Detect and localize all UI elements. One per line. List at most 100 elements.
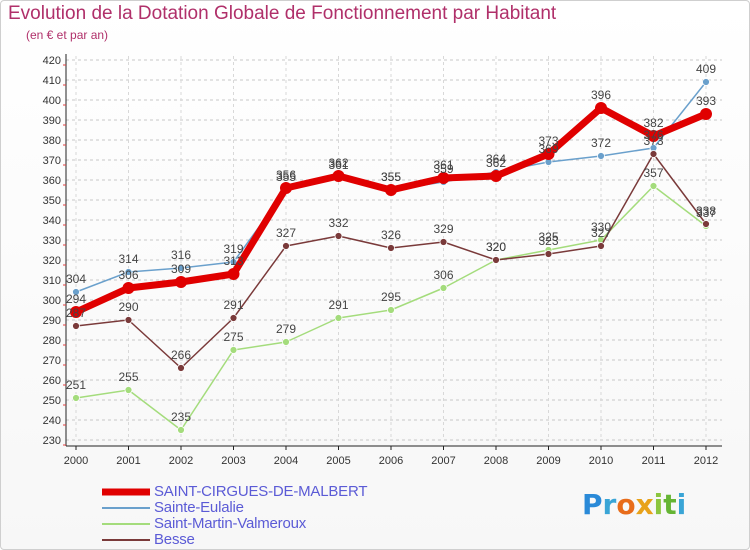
data-point-besse	[124, 316, 133, 324]
legend-item-besse: Besse	[100, 531, 420, 548]
data-point-sainte_eulalie	[597, 152, 605, 160]
data-label-saint_cirgues: 356	[276, 168, 296, 182]
data-point-saint_martin	[124, 386, 133, 394]
legend-label: Sainte-Eulalie	[154, 499, 244, 516]
data-point-saint_cirgues	[280, 182, 292, 194]
data-label-sainte_eulalie: 355	[381, 170, 401, 184]
y-tick-label: 320	[43, 255, 61, 267]
legend-label: SAINT-CIRGUES-DE-MALBERT	[154, 483, 368, 500]
legend-item-sainte-eulalie: Sainte-Eulalie	[100, 499, 420, 516]
data-point-besse	[177, 364, 185, 372]
data-point-besse	[387, 244, 395, 252]
legend: SAINT-CIRGUES-DE-MALBERT Sainte-Eulalie …	[100, 483, 420, 548]
data-point-saint_cirgues	[70, 306, 82, 318]
data-label-saint_martin: 306	[433, 268, 453, 282]
y-tick-label: 290	[43, 315, 61, 327]
y-tick-label: 280	[43, 335, 61, 347]
data-label-sainte_eulalie: 364	[486, 152, 506, 166]
series-lines	[70, 78, 712, 434]
data-label-saint_cirgues: 396	[591, 88, 611, 102]
data-label-saint_cirgues: 382	[643, 116, 663, 130]
chart-subtitle: (en € et par an)	[26, 28, 109, 42]
data-point-saint_martin	[177, 426, 185, 434]
data-point-sainte_eulalie	[702, 78, 710, 86]
data-label-besse: 287	[66, 306, 86, 320]
data-label-saint_martin: 330	[591, 220, 611, 234]
data-point-saint_martin	[439, 284, 448, 292]
data-point-saint_martin	[229, 346, 238, 354]
data-point-sainte_eulalie	[124, 268, 133, 276]
data-label-besse: 327	[591, 226, 611, 240]
data-point-saint_martin	[387, 306, 395, 314]
x-tick-label: 2007	[431, 455, 455, 467]
data-point-besse	[702, 220, 710, 228]
data-point-saint_martin	[649, 182, 658, 190]
data-label-sainte_eulalie: 359	[433, 162, 453, 176]
data-point-besse	[439, 238, 448, 246]
data-label-saint_martin: 295	[381, 290, 401, 304]
data-label-sainte_eulalie: 376	[643, 128, 663, 142]
y-tick-label: 250	[43, 395, 61, 407]
data-label-sainte_eulalie: 372	[591, 136, 611, 150]
y-tick-label: 350	[43, 195, 61, 207]
data-label-saint_martin: 235	[171, 410, 191, 424]
y-tick-label: 330	[43, 235, 61, 247]
data-label-saint_cirgues: 373	[538, 134, 558, 148]
y-tick-label: 380	[43, 135, 61, 147]
x-tick-label: 2006	[379, 455, 403, 467]
x-tick-label: 2001	[116, 455, 140, 467]
data-label-besse: 266	[171, 348, 191, 362]
data-point-saint_cirgues	[595, 102, 607, 114]
data-point-saint_cirgues	[700, 108, 712, 120]
y-tick-label: 340	[43, 215, 61, 227]
grid-lines	[66, 56, 722, 441]
proxiti-logo: Proxiti	[582, 488, 687, 521]
data-label-sainte_eulalie: 355	[276, 170, 296, 184]
data-label-saint_cirgues: 306	[118, 268, 138, 282]
y-tick-label: 420	[43, 55, 61, 67]
data-point-besse	[282, 242, 290, 250]
data-point-besse	[72, 322, 80, 330]
data-point-saint_cirgues	[227, 268, 240, 280]
data-label-saint_martin: 255	[118, 370, 138, 384]
x-tick-label: 2004	[274, 455, 298, 467]
data-label-saint_martin: 320	[486, 240, 506, 254]
data-label-saint_martin: 279	[276, 322, 296, 336]
data-point-saint_martin	[282, 338, 290, 346]
legend-swatch	[102, 539, 150, 541]
data-label-besse: 327	[276, 226, 296, 240]
y-tick-label: 370	[43, 155, 61, 167]
data-label-besse: 290	[118, 300, 138, 314]
data-point-saint_martin	[72, 394, 80, 402]
data-point-saint_cirgues	[647, 130, 660, 142]
y-tick-label: 400	[43, 95, 61, 107]
y-tick-label: 300	[43, 295, 61, 307]
data-label-besse: 320	[486, 240, 506, 254]
data-label-besse: 332	[328, 216, 348, 230]
data-label-saint_cirgues: 309	[171, 262, 191, 276]
y-tick-label: 410	[43, 75, 61, 87]
data-label-saint_cirgues: 294	[66, 292, 86, 306]
data-point-saint_cirgues	[122, 282, 135, 294]
data-point-saint_cirgues	[332, 170, 345, 182]
legend-swatch	[102, 488, 150, 496]
data-point-besse	[597, 242, 605, 250]
x-tick-label: 2011	[642, 455, 666, 467]
data-label-besse: 329	[433, 222, 453, 236]
x-tick-label: 2003	[221, 455, 245, 467]
data-label-sainte_eulalie: 369	[538, 142, 558, 156]
chart-title: Evolution de la Dotation Globale de Fonc…	[8, 3, 557, 24]
y-tick-label: 260	[43, 375, 61, 387]
data-point-sainte_eulalie	[72, 288, 80, 296]
data-point-besse	[649, 150, 658, 158]
data-label-saint_martin: 325	[538, 230, 558, 244]
axes: 230 240 250 260 270 280 290 300 310 320 330 340 350 3…	[43, 54, 722, 467]
data-point-saint_martin	[334, 314, 343, 322]
legend-item-saint-martin: Saint-Martin-Valmeroux	[100, 515, 420, 532]
y-tick-label: 230	[43, 435, 61, 447]
x-tick-label: 2009	[536, 455, 560, 467]
data-point-besse	[544, 250, 553, 258]
data-point-saint_cirgues	[385, 184, 397, 196]
